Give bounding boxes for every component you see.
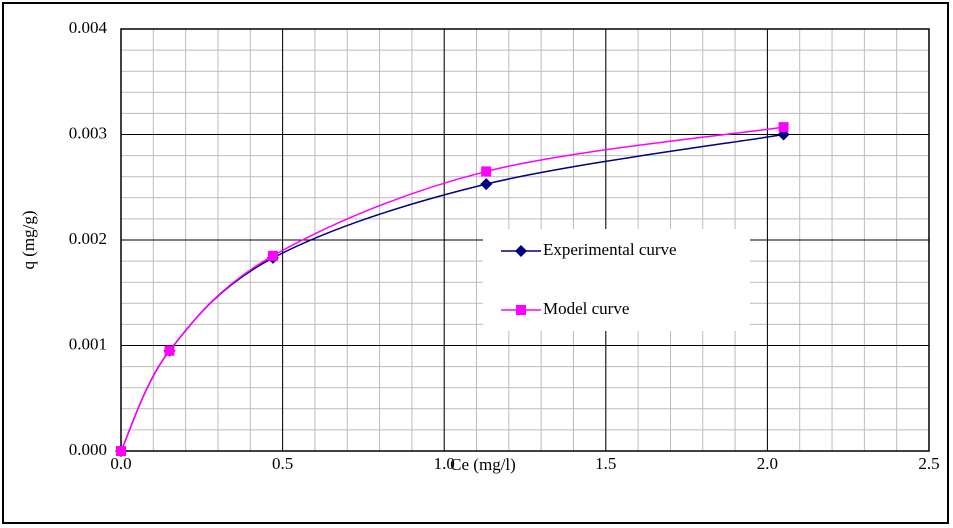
plot-area	[120, 28, 930, 452]
legend-box	[483, 229, 750, 331]
y-tick-label: 0.002	[69, 229, 107, 248]
marker	[267, 250, 278, 261]
marker	[116, 446, 126, 456]
marker	[481, 166, 492, 177]
x-tick-label: 0.5	[272, 454, 293, 473]
x-tick-label: 2.0	[757, 454, 778, 473]
x-tick-label: 0.0	[110, 454, 131, 473]
legend-label: Experimental curve	[543, 240, 677, 259]
y-tick-label: 0.003	[69, 123, 107, 142]
series-line	[120, 126, 784, 452]
y-tick-label: 0.004	[69, 18, 108, 37]
y-tick-label: 0.001	[69, 334, 107, 353]
legend-label: Model curve	[543, 299, 629, 318]
x-tick-label: 1.5	[595, 454, 616, 473]
marker	[515, 245, 527, 257]
x-tick-label: 2.5	[918, 454, 939, 473]
y-axis-label: q (mg/g)	[19, 210, 38, 269]
marker	[164, 345, 175, 356]
marker	[778, 122, 789, 133]
y-tick-label: 0.000	[69, 440, 107, 459]
marker	[516, 305, 526, 315]
x-axis-label: Ce (mg/l)	[450, 455, 516, 474]
marker	[480, 178, 493, 191]
x-tick-label: 1.0	[434, 454, 455, 473]
